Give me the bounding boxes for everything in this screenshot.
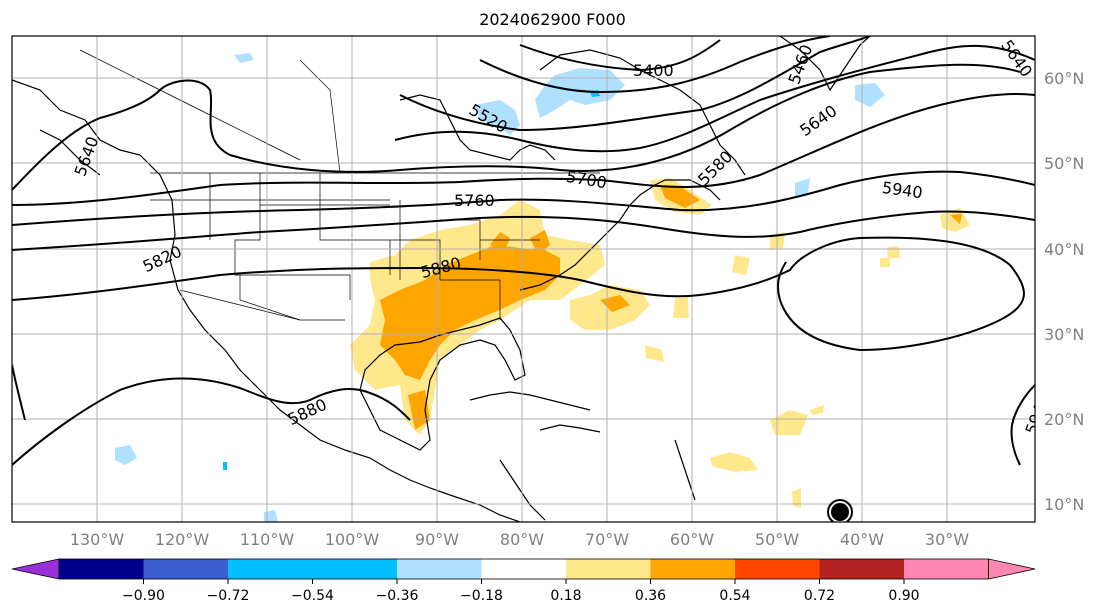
map-frame bbox=[11, 35, 1036, 523]
height-contours bbox=[12, 36, 1035, 466]
colorbar-segment bbox=[59, 559, 144, 579]
contour-label: 5460 bbox=[784, 42, 816, 87]
longitude-labels: 130°W 120°W 110°W 100°W 90°W 80°W 70°W 6… bbox=[70, 530, 969, 549]
lat-label: 30°N bbox=[1044, 325, 1084, 344]
colorbar-tick-label: 0.54 bbox=[719, 588, 750, 604]
colorbar-segment bbox=[228, 559, 313, 579]
lon-label: 70°W bbox=[585, 530, 629, 549]
colorbar-tick-label: −0.36 bbox=[376, 588, 419, 604]
lon-label: 100°W bbox=[325, 530, 380, 549]
colorbar-extend-low bbox=[11, 558, 60, 580]
contour-label: 5940 bbox=[881, 178, 924, 202]
colorbar-segment bbox=[819, 559, 904, 579]
lat-label: 40°N bbox=[1044, 240, 1084, 259]
anomaly-shading bbox=[115, 53, 970, 522]
colorbar-frame bbox=[58, 558, 989, 580]
colorbar: −0.90 −0.72 −0.54 −0.36 −0.18 0.18 0.36 … bbox=[11, 558, 1036, 604]
lon-label: 30°W bbox=[925, 530, 969, 549]
contour-label: 5760 bbox=[454, 191, 495, 210]
colorbar-tick-label: −0.54 bbox=[291, 588, 334, 604]
colorbar-tick-label: 0.90 bbox=[888, 588, 919, 604]
lon-label: 80°W bbox=[500, 530, 544, 549]
colorbar-segment bbox=[143, 559, 228, 579]
latitude-labels: 60°N 50°N 40°N 30°N 20°N 10°N bbox=[1044, 69, 1084, 514]
lon-label: 50°W bbox=[755, 530, 799, 549]
colorbar-segment bbox=[397, 559, 482, 579]
lon-label: 110°W bbox=[240, 530, 295, 549]
lon-label: 60°W bbox=[670, 530, 714, 549]
lon-label: 40°W bbox=[840, 530, 884, 549]
colorbar-tick-label: 0.36 bbox=[635, 588, 666, 604]
coastlines bbox=[12, 36, 871, 522]
contour-label: 5640 bbox=[71, 134, 103, 179]
lon-label: 90°W bbox=[415, 530, 459, 549]
colorbar-segment bbox=[904, 559, 989, 579]
colorbar-segment bbox=[566, 559, 651, 579]
contour-label: 5400 bbox=[633, 61, 674, 80]
colorbar-segment bbox=[650, 559, 735, 579]
colorbar-tick-label: 0.72 bbox=[804, 588, 835, 604]
colorbar-tick-label: −0.90 bbox=[122, 588, 165, 604]
contour-label: 5880 bbox=[285, 395, 330, 429]
colorbar-tick-label: −0.72 bbox=[207, 588, 250, 604]
colorbar-segment bbox=[735, 559, 820, 579]
lat-label: 20°N bbox=[1044, 410, 1084, 429]
colorbar-tick-label: 0.18 bbox=[550, 588, 581, 604]
tropical-cyclone-marker bbox=[827, 499, 853, 522]
colorbar-extend-high bbox=[988, 558, 1036, 580]
colorbar-segment bbox=[481, 559, 566, 579]
colorbar-segment bbox=[312, 559, 397, 579]
lat-label: 10°N bbox=[1044, 495, 1084, 514]
contour-label: 5640 bbox=[796, 101, 840, 140]
political-borders bbox=[79, 49, 600, 321]
colorbar-tick-label: −0.18 bbox=[460, 588, 503, 604]
lon-label: 130°W bbox=[70, 530, 125, 549]
lat-label: 60°N bbox=[1044, 69, 1084, 88]
lon-label: 120°W bbox=[155, 530, 210, 549]
map-title: 2024062900 F000 bbox=[479, 10, 626, 29]
lat-label: 50°N bbox=[1044, 154, 1084, 173]
contour-label: 5820 bbox=[140, 242, 185, 276]
